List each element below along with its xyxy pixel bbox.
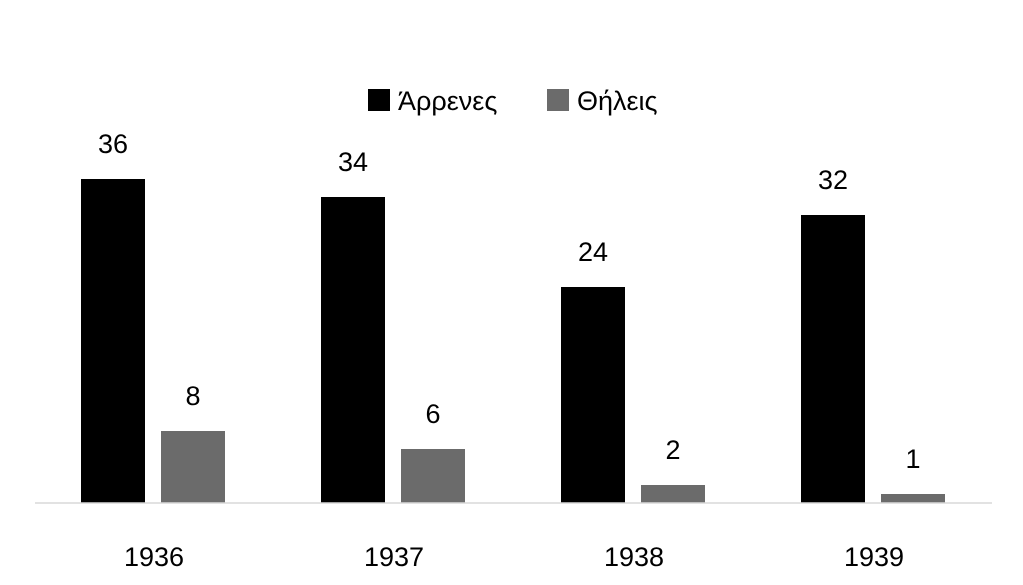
- x-tick-label-1937: 1937: [364, 542, 424, 572]
- legend-swatch-series1: [368, 89, 390, 111]
- x-tick-label-1936: 1936: [124, 542, 184, 572]
- legend-swatch-series2: [547, 89, 569, 111]
- data-label-series2-1939: 1: [905, 444, 920, 474]
- legend: Άρρενες Θήλεις: [368, 86, 658, 116]
- x-tick-label-1939: 1939: [844, 542, 904, 572]
- bar-series1-1936: [81, 179, 145, 503]
- legend-label-series1: Άρρενες: [398, 86, 497, 116]
- bar-series1-1939: [801, 215, 865, 503]
- data-label-series1-1936: 36: [98, 129, 128, 159]
- bar-series2-1938: [641, 485, 705, 503]
- bar-series1-1937: [321, 197, 385, 503]
- data-label-series1-1939: 32: [818, 165, 848, 195]
- bar-series2-1939: [881, 494, 945, 503]
- data-label-series1-1937: 34: [338, 147, 368, 177]
- bar-series2-1936: [161, 431, 225, 503]
- legend-label-series2: Θήλεις: [577, 86, 658, 116]
- x-axis-tick-labels: 1936 1937 1938 1939: [124, 542, 904, 572]
- data-label-series2-1938: 2: [665, 435, 680, 465]
- data-label-series2-1937: 6: [425, 399, 440, 429]
- bar-series1-1938: [561, 287, 625, 503]
- data-label-series2-1936: 8: [185, 381, 200, 411]
- data-label-series1-1938: 24: [578, 237, 608, 267]
- data-labels: 36 8 34 6 24 2 32 1: [98, 129, 921, 474]
- bars: [81, 179, 945, 503]
- x-tick-label-1938: 1938: [604, 542, 664, 572]
- bar-series2-1937: [401, 449, 465, 503]
